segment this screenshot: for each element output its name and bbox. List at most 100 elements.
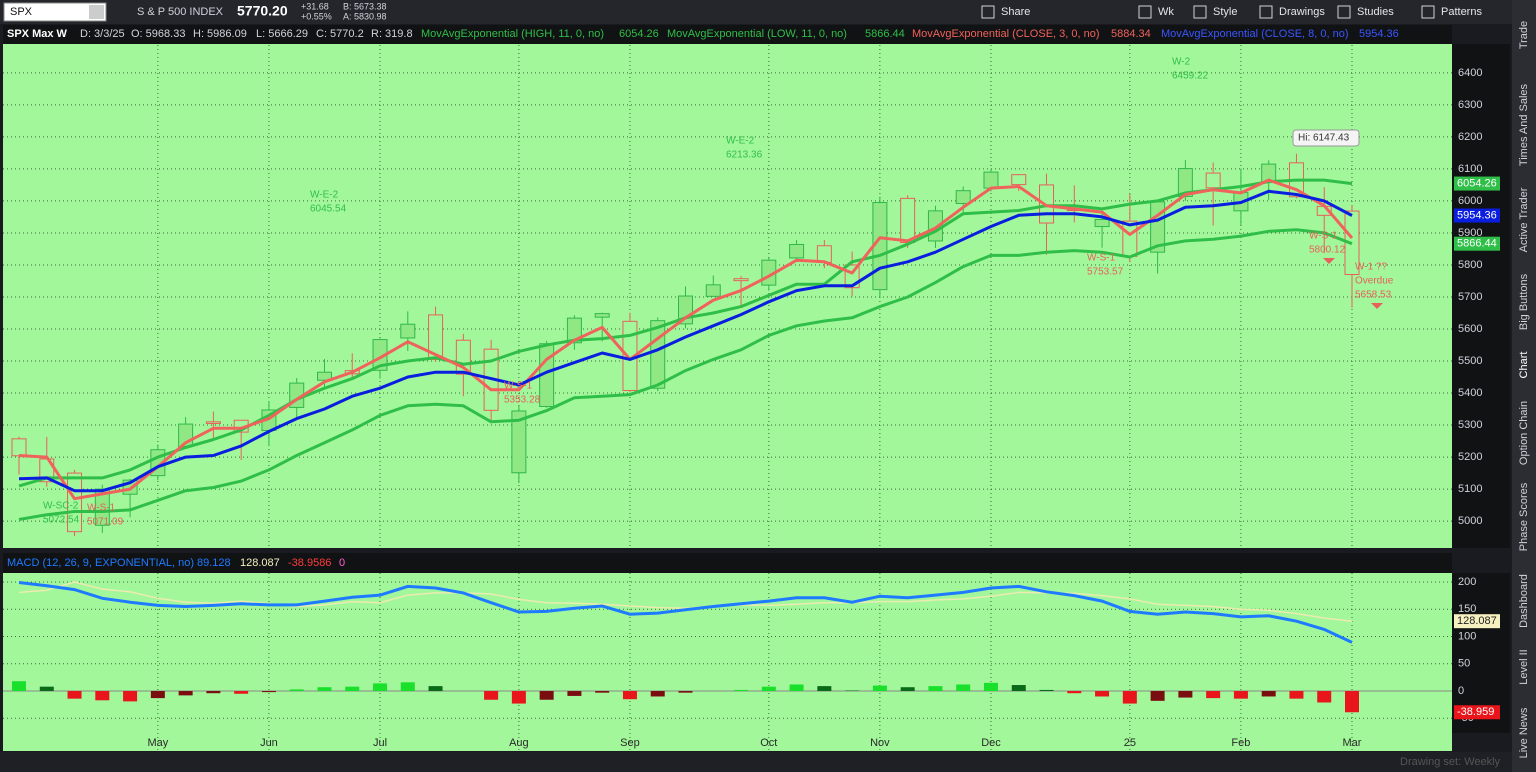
net-change: +31.68 [301,1,329,11]
histogram-bar [1122,691,1137,704]
study-name: MovAvgExponential (HIGH, 11, 0, no) [421,28,604,40]
y-tick-label: 5900 [1458,227,1482,239]
histogram-bar [1206,691,1221,699]
macd-pane [3,573,1452,751]
sidebar-tab[interactable]: Dashboard [1518,574,1530,628]
sidebar-tab[interactable]: Option Chain [1518,401,1530,465]
study-name: MovAvgExponential (CLOSE, 3, 0, no) [912,28,1100,40]
y-tick-label: 5100 [1458,483,1482,495]
moving-average-line [18,178,1354,501]
histogram-bar [817,686,832,692]
x-tick-label: 25 [1124,737,1136,749]
study-name: MovAvgExponential (LOW, 11, 0, no) [667,28,847,40]
macd-avg: 128.087 [240,557,280,569]
instrument-name: S & P 500 INDEX [137,6,224,18]
histogram-bar [178,691,193,696]
candle-body [733,278,749,282]
y-tick-label: 6200 [1458,131,1482,143]
x-tick-label: Aug [509,737,529,749]
toolbar-button[interactable]: Studies [1337,5,1394,19]
candle-body [428,314,444,360]
y-tick-label: 200 [1458,576,1476,588]
histogram-bar [1039,689,1054,692]
x-tick-label: Jul [373,737,387,749]
button-label: Patterns [1441,6,1482,18]
sidebar-tab[interactable]: Active Trader [1518,187,1530,252]
annotation-text: 5353.28 [504,395,541,406]
annotation-text: W-2 [1172,57,1191,68]
annotation-text: W-SC-2 [43,501,79,512]
annotation-text: W-S-1 [504,381,533,392]
price-box [1454,705,1500,720]
histogram-bar [567,691,582,696]
histogram-bar [1261,691,1276,697]
button-icon [1337,5,1351,19]
price-box [1454,208,1500,223]
toolbar-button[interactable]: Drawings [1259,5,1325,19]
price-box-label: -38.959 [1457,706,1494,718]
histogram-bar [484,691,499,700]
histogram-bar [1317,691,1332,703]
toolbar-button[interactable]: Style [1193,5,1237,19]
annotation-text: Overdue [1355,276,1394,287]
annotation-text: 5753.57 [1087,267,1124,278]
histogram-bar [428,686,443,692]
hi-callout [1292,129,1360,147]
sidebar-tab[interactable]: Big Buttons [1518,273,1530,330]
candle-body [1011,174,1027,186]
annotation-text: 5658.53 [1355,290,1392,301]
annotation-text: W-E-2 [726,136,755,147]
histogram-bar [373,683,388,692]
candle-body [983,171,999,189]
y-tick-label: 6000 [1458,195,1482,207]
histogram-bar [650,691,665,697]
button-icon [1259,5,1273,19]
histogram-bar [234,691,249,694]
candle-body [400,323,416,339]
symbol-input[interactable] [3,2,107,22]
histogram-bar [317,687,332,692]
x-tick-label: Dec [981,737,1001,749]
button-icon [981,5,995,19]
sidebar-tab[interactable]: Level II [1518,649,1530,684]
histogram-bar [206,691,221,694]
histogram-bar [1289,691,1304,699]
y-tick-label: 6100 [1458,163,1482,175]
candle-body [1177,168,1193,197]
bar-date: D: 3/3/25 [80,28,125,40]
histogram-bar [95,691,110,701]
annotation-text: 6459.22 [1172,71,1209,82]
candle-body [650,320,666,389]
symbol-dropdown[interactable] [89,5,104,19]
sidebar-tab[interactable]: Chart [1518,352,1530,379]
histogram-bar [928,686,943,692]
annotation-text: W-E-2 [310,190,339,201]
histogram-bar [872,685,887,692]
sidebar-tab[interactable]: Phase Scores [1518,482,1530,551]
bar-low: L: 5666.29 [256,28,308,40]
button-icon [1421,5,1435,19]
button-label: Share [1001,6,1030,18]
histogram-bar [150,691,165,699]
x-tick-label: Sep [620,737,640,749]
sidebar-tab[interactable]: Trade [1518,21,1530,49]
sidebar-tab[interactable]: Live News [1518,707,1530,758]
x-tick-label: Oct [760,737,777,749]
histogram-bar [123,691,138,702]
candle-body [594,313,610,318]
study-value: 6054.26 [619,28,659,40]
price-box-label: 128.087 [1457,615,1497,627]
toolbar-button[interactable]: Share [981,5,1030,19]
toolbar-button[interactable]: Wk [1138,5,1174,19]
moving-average-line [18,189,1353,493]
x-tick-label: Feb [1231,737,1250,749]
annotation-text: W-S-1 [1309,231,1338,242]
sidebar-tab[interactable]: Times And Sales [1518,83,1530,166]
histogram-bar [956,684,971,692]
histogram-bar [261,691,276,693]
candle-body [705,284,721,297]
candle-body [1205,172,1221,189]
toolbar-button[interactable]: Patterns [1421,5,1482,19]
